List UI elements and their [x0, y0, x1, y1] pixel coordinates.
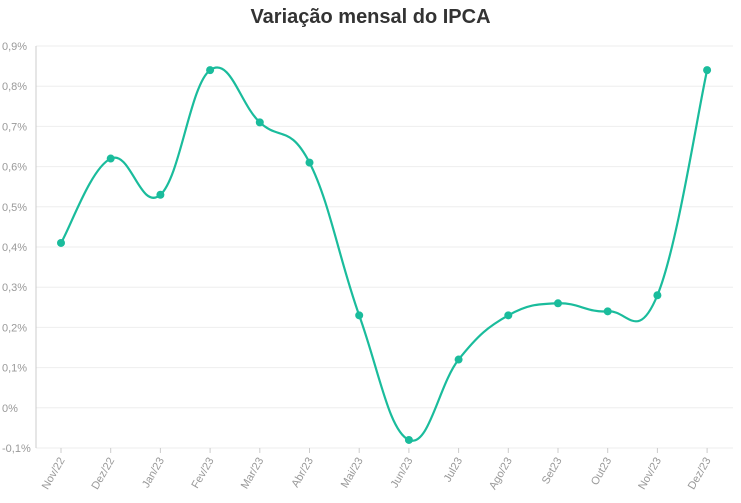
data-point[interactable] — [454, 355, 463, 364]
chart-title: Variação mensal do IPCA — [250, 6, 491, 28]
y-axis-ticks: -0,1% 0% 0,1% 0,2% 0,3% 0,4% 0,5% 0,6% 0,7% 0,8% 0… — [2, 41, 31, 455]
data-point[interactable] — [504, 311, 513, 320]
x-tick-label: Out23 — [589, 456, 614, 488]
series-line — [60, 66, 709, 442]
data-point[interactable] — [703, 66, 712, 75]
x-tick-label: Abr/23 — [289, 456, 316, 490]
x-tick-label: Mai/23 — [339, 456, 366, 491]
y-tick-label: 0% — [2, 403, 18, 415]
y-tick-label: 0,3% — [2, 282, 27, 294]
y-tick-label: 0,2% — [2, 322, 27, 334]
data-point[interactable] — [206, 66, 215, 75]
series-layer — [60, 66, 709, 442]
grid-layer — [35, 45, 733, 449]
x-axis-ticks: Nov/22 Dez/22 Jan/23 Fev/23 Mar/23 Abr/23 Mai/… — [40, 448, 714, 492]
y-tick-label: -0,1% — [2, 443, 31, 455]
data-point[interactable] — [106, 154, 115, 163]
data-point[interactable] — [355, 311, 364, 320]
y-tick-label: 0,8% — [2, 81, 27, 93]
y-tick-label: 0,6% — [2, 162, 27, 174]
y-tick-label: 0,9% — [2, 41, 27, 53]
x-tick-label: Dez/23 — [686, 456, 714, 492]
y-tick-label: 0,1% — [2, 363, 27, 375]
x-tick-label: Ago/23 — [487, 456, 515, 492]
x-tick-label: Nov/23 — [636, 456, 664, 492]
data-point[interactable] — [255, 118, 264, 127]
x-tick-label: Jul23 — [442, 456, 466, 485]
x-tick-label: Dez/22 — [89, 456, 117, 492]
data-point[interactable] — [305, 158, 314, 167]
x-tick-label: Jan/23 — [140, 456, 167, 491]
y-tick-label: 0,7% — [2, 121, 27, 133]
x-tick-label: Set23 — [540, 456, 565, 487]
data-point[interactable] — [57, 238, 65, 247]
data-point[interactable] — [404, 435, 413, 444]
x-tick-label: Jun/23 — [389, 456, 416, 491]
data-point[interactable] — [554, 299, 562, 308]
y-tick-label: 0,4% — [2, 242, 27, 254]
x-tick-label: Fev/23 — [189, 456, 216, 491]
points-layer — [57, 66, 712, 444]
data-point[interactable] — [156, 190, 165, 199]
data-point[interactable] — [603, 307, 612, 316]
y-tick-label: 0,5% — [2, 202, 27, 214]
x-tick-label: Mar/23 — [239, 456, 267, 492]
data-point[interactable] — [653, 291, 662, 300]
x-tick-label: Nov/22 — [40, 456, 68, 492]
